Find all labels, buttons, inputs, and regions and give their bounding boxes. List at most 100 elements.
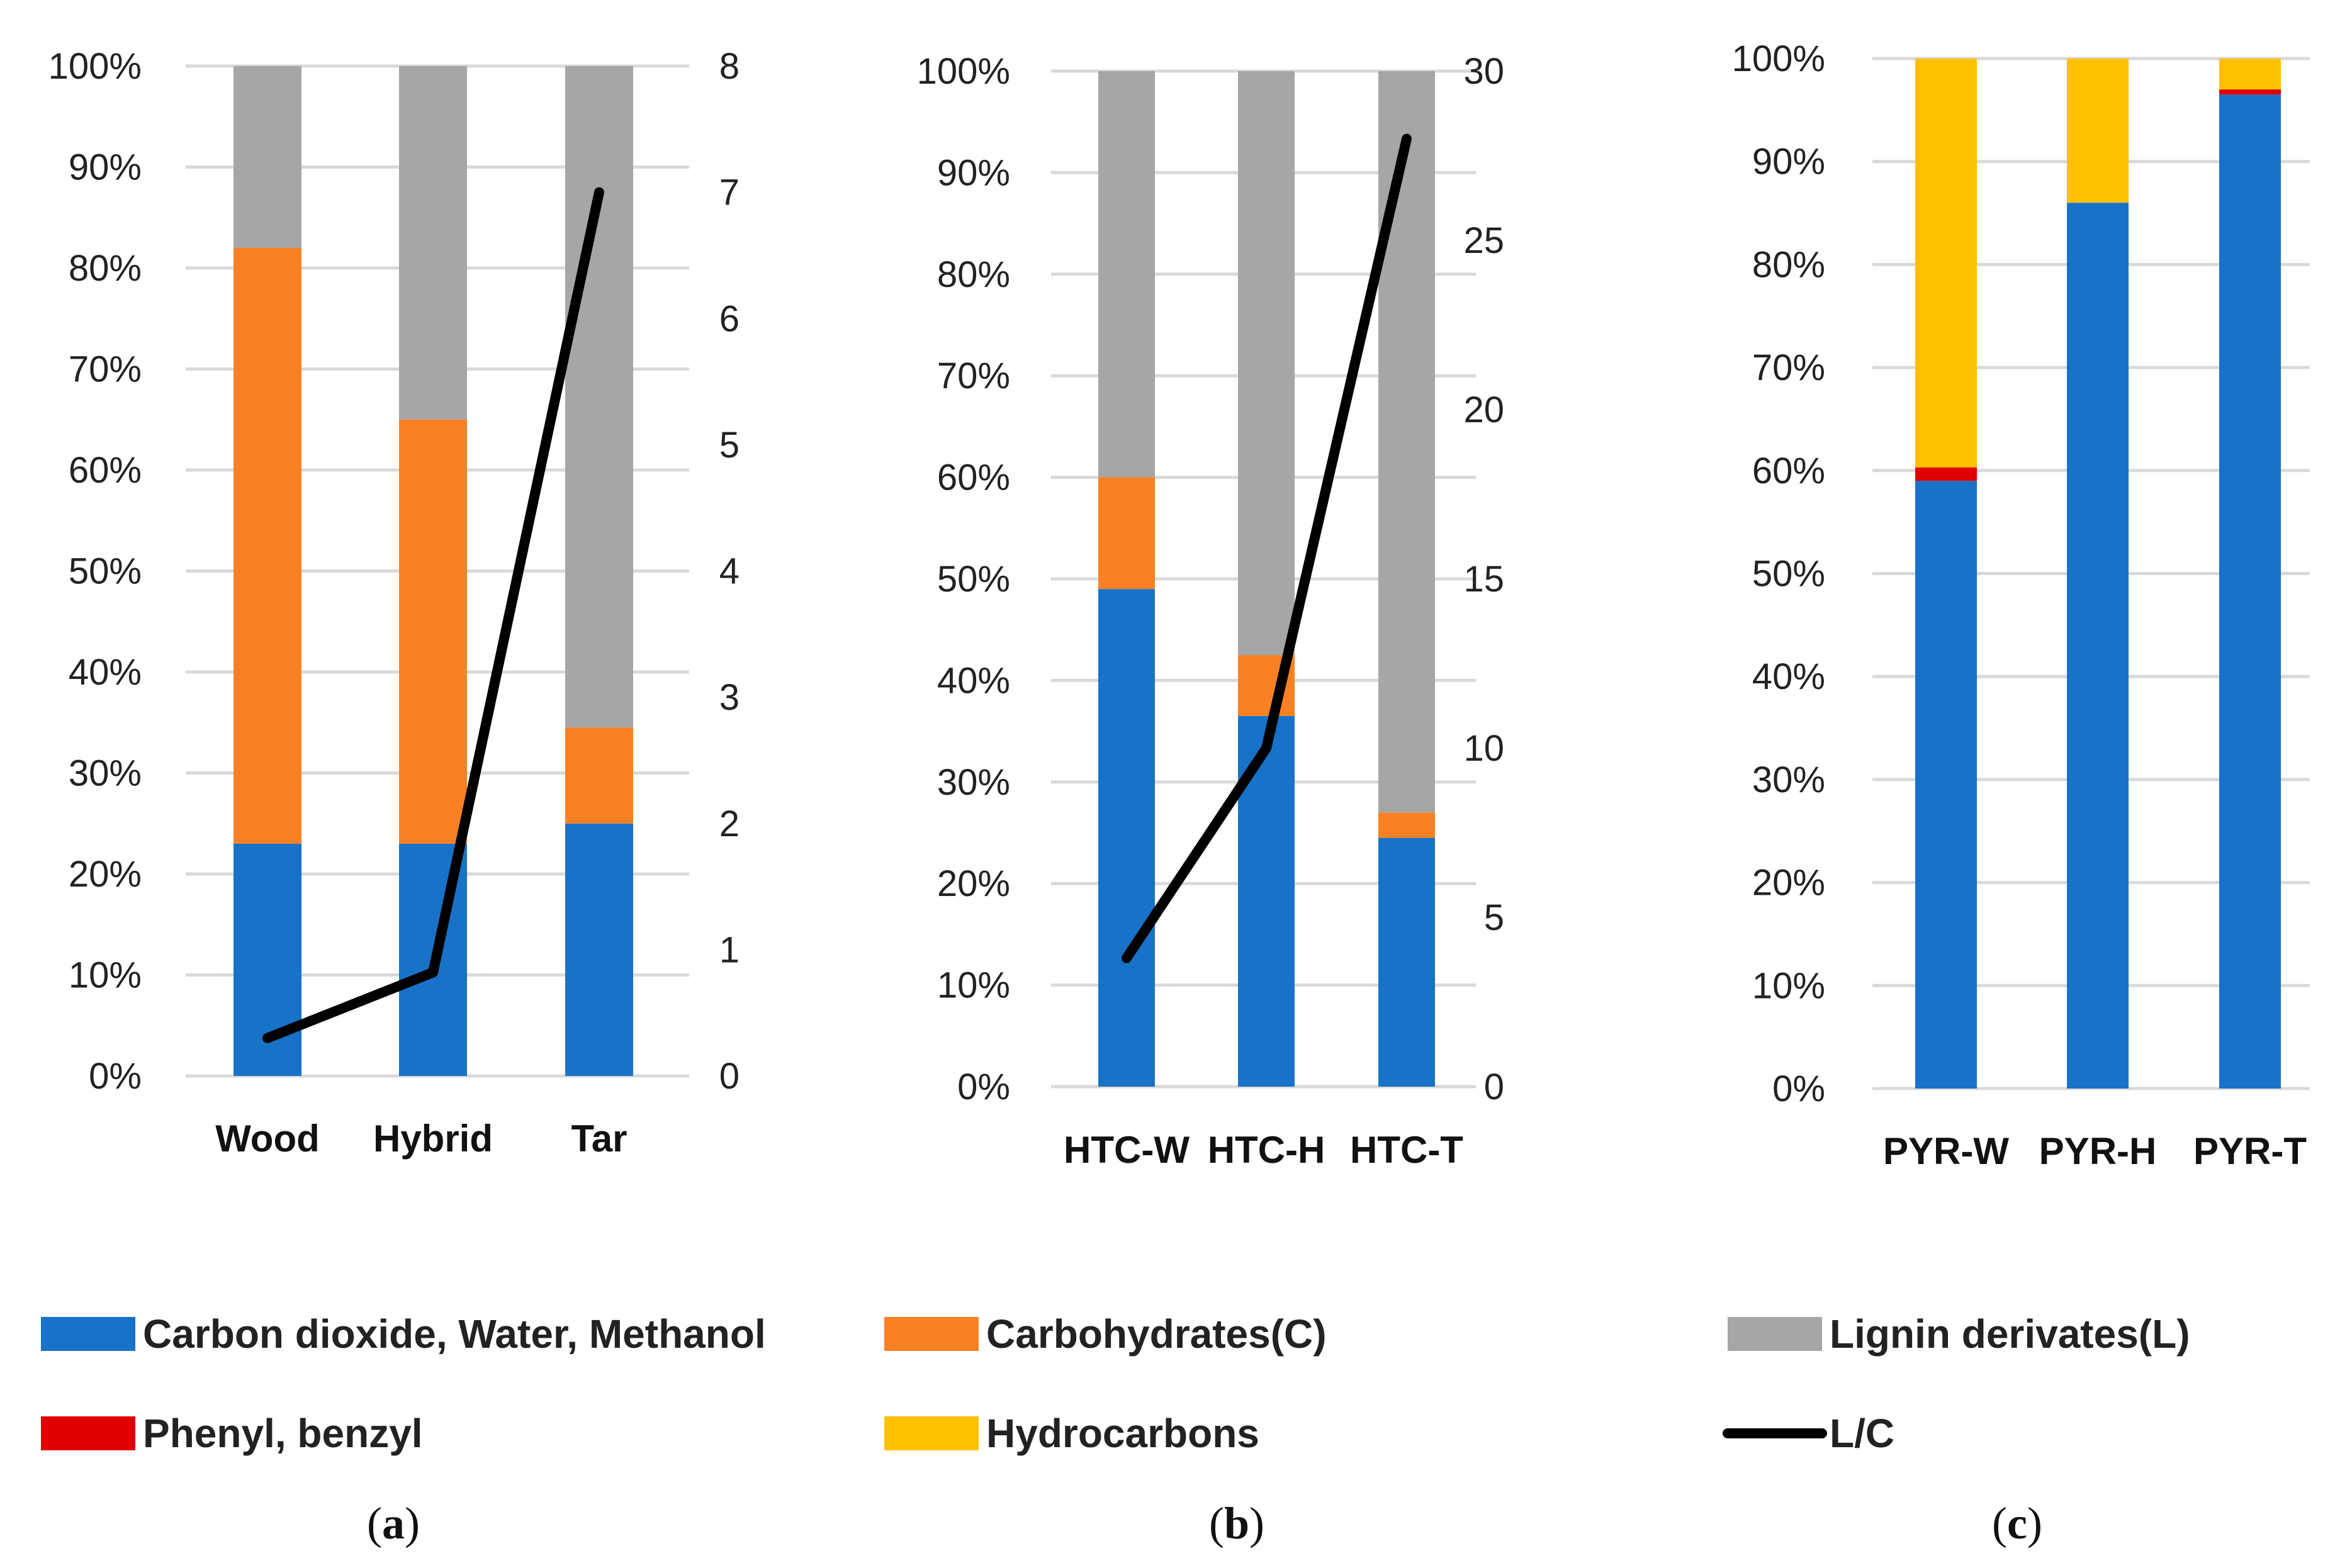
legend: Carbon dioxide, Water, Methanol Carbohydr… xyxy=(41,1311,2190,1456)
y2-tick-label: 2 xyxy=(719,804,740,844)
bar-segment-carbohydrates xyxy=(565,727,633,824)
y2-tick-label: 25 xyxy=(1463,220,1504,261)
y-tick-label: 100% xyxy=(917,51,1010,92)
y2-tick-label: 5 xyxy=(719,425,740,466)
lc-line xyxy=(262,187,604,1043)
category-label: PYR-W xyxy=(1883,1130,2009,1172)
bar-segment-carbohydrates xyxy=(234,247,301,844)
y-tick-label: 0% xyxy=(89,1056,142,1097)
category-label: Hybrid xyxy=(373,1117,493,1160)
y-tick-label: 10% xyxy=(69,955,142,996)
y-tick-label: 50% xyxy=(69,551,142,592)
lc-line xyxy=(1122,133,1412,963)
y-tick-label: 80% xyxy=(69,248,142,289)
bar-segment-lignin xyxy=(399,66,467,420)
legend-label: Phenyl, benzyl xyxy=(143,1411,423,1456)
bar-segment-hydrocarbons xyxy=(2219,59,2281,90)
bar-segment-lignin xyxy=(565,66,633,728)
y2-tick-label: 3 xyxy=(719,677,740,718)
bar-segment-phenyl xyxy=(2219,89,2281,95)
y2-tick-label: 4 xyxy=(719,551,740,592)
y2-tick-label: 6 xyxy=(719,298,740,339)
y-tick-label: 30% xyxy=(69,753,142,794)
chart-panel-c: 0% 10% 20% 30% 40% 50% 60% 70% 80% 90% 100% PYR-W PY… xyxy=(1732,38,2310,1172)
y-tick-label: 30% xyxy=(937,762,1010,803)
y2-tick-label: 7 xyxy=(719,172,740,213)
y-tick-label: 20% xyxy=(69,854,142,895)
legend-swatch-carbon_dioxide xyxy=(41,1317,135,1351)
bar-segment-carbon_dioxide xyxy=(565,823,633,1076)
bar-segment-carbon_dioxide xyxy=(1915,481,1977,1089)
category-label: PYR-T xyxy=(2193,1130,2307,1172)
legend-swatch-hydrocarbons xyxy=(884,1416,979,1450)
y-tick-label: 10% xyxy=(937,965,1010,1006)
category-label: HTC-T xyxy=(1350,1129,1463,1171)
y-tick-label: 60% xyxy=(937,457,1010,498)
y2-tick-label: 8 xyxy=(719,46,740,87)
y-tick-label: 90% xyxy=(69,147,142,188)
y-tick-label: 0% xyxy=(1772,1068,1825,1109)
panel-label-c: (c) xyxy=(1992,1498,2042,1548)
category-label: Wood xyxy=(215,1117,320,1160)
chart-panel-a: 0% 10% 20% 30% 40% 50% 60% 70% 80% 90% 100% Wood Hyb… xyxy=(48,46,740,1160)
y-tick-label: 100% xyxy=(1732,38,1825,79)
y-tick-label: 90% xyxy=(1752,142,1825,182)
legend-label: L/C xyxy=(1830,1411,1894,1456)
y2-tick-label: 10 xyxy=(1463,728,1504,769)
y-tick-label: 60% xyxy=(1752,451,1825,491)
panel-label-b: (b) xyxy=(1209,1498,1264,1548)
category-label: HTC-H xyxy=(1208,1129,1325,1171)
y-tick-label: 0% xyxy=(957,1067,1010,1107)
bar-segment-lignin xyxy=(234,66,301,248)
y-tick-label: 100% xyxy=(48,46,142,87)
y-tick-label: 80% xyxy=(1752,244,1825,285)
y-tick-label: 70% xyxy=(1752,347,1825,388)
legend-swatch-phenyl xyxy=(41,1416,135,1450)
category-label: Tar xyxy=(571,1117,627,1160)
y2-tick-label: 1 xyxy=(719,929,740,970)
y-tick-label: 60% xyxy=(69,450,142,491)
bar-segment-phenyl xyxy=(1915,467,1977,481)
bar-segment-carbon_dioxide xyxy=(2067,203,2129,1089)
panel-label-a: (a) xyxy=(367,1498,420,1548)
category-label: PYR-H xyxy=(2039,1130,2157,1172)
y-tick-label: 90% xyxy=(937,152,1010,193)
bar-segment-carbon_dioxide xyxy=(1098,589,1155,1087)
bar-segment-lignin xyxy=(1238,71,1295,656)
y2-tick-label: 0 xyxy=(719,1056,740,1097)
bar-segment-hydrocarbons xyxy=(2067,59,2129,203)
y2-tick-label: 0 xyxy=(1484,1067,1504,1107)
chart-panel-b: 0% 10% 20% 30% 40% 50% 60% 70% 80% 90% 100% HTC-W HT… xyxy=(917,51,1504,1171)
bar-segment-carbon_dioxide xyxy=(1378,837,1435,1087)
y-tick-label: 40% xyxy=(1752,656,1825,697)
category-label: HTC-W xyxy=(1064,1129,1190,1171)
legend-label: Carbohydrates(C) xyxy=(986,1311,1327,1357)
bar-segment-carbon_dioxide xyxy=(2219,94,2281,1089)
bar-segment-lignin xyxy=(1378,71,1435,813)
y-tick-label: 70% xyxy=(937,356,1010,396)
legend-swatch-lignin xyxy=(1728,1317,1822,1351)
bar-segment-carbohydrates xyxy=(1378,812,1435,838)
y-tick-label: 30% xyxy=(1752,759,1825,800)
legend-label: Lignin derivates(L) xyxy=(1830,1311,2190,1357)
legend-swatch-carbohydrates xyxy=(884,1317,979,1351)
legend-label: Carbon dioxide, Water, Methanol xyxy=(143,1311,766,1357)
y-tick-label: 50% xyxy=(1752,554,1825,595)
bar-segment-hydrocarbons xyxy=(1915,59,1977,468)
y-tick-label: 40% xyxy=(937,660,1010,701)
y-tick-label: 20% xyxy=(937,863,1010,904)
legend-label: Hydrocarbons xyxy=(986,1411,1259,1456)
bar-segment-carbohydrates xyxy=(399,419,467,844)
bar-segment-carbohydrates xyxy=(1098,477,1155,590)
y2-tick-label: 5 xyxy=(1484,897,1504,938)
y-tick-label: 10% xyxy=(1752,965,1825,1006)
y-tick-label: 70% xyxy=(69,349,142,390)
y-tick-label: 80% xyxy=(937,254,1010,295)
y2-tick-label: 30 xyxy=(1463,51,1504,92)
y2-tick-label: 15 xyxy=(1463,559,1504,600)
y-tick-label: 50% xyxy=(937,559,1010,600)
y-tick-label: 20% xyxy=(1752,863,1825,904)
y2-tick-label: 20 xyxy=(1463,389,1504,430)
y-tick-label: 40% xyxy=(69,652,142,693)
